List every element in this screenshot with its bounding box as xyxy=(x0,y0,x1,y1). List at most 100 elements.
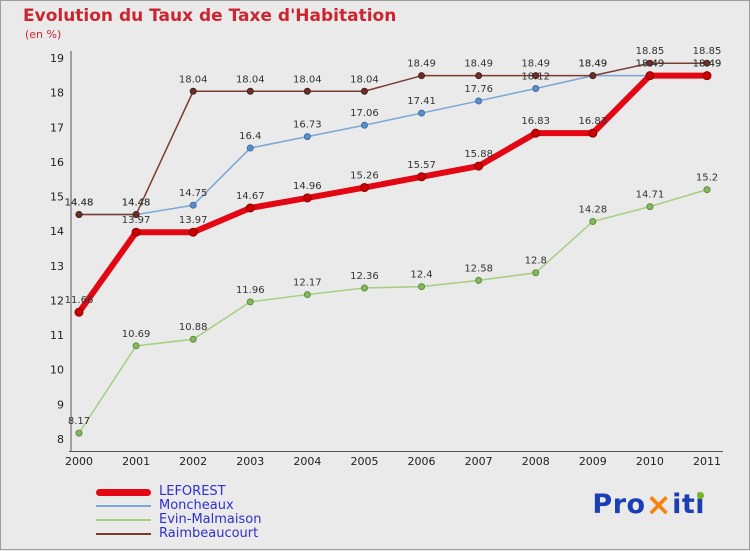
chart-title: Evolution du Taux de Taxe d'Habitation xyxy=(23,6,397,26)
data-point xyxy=(75,429,83,437)
data-point xyxy=(303,87,311,95)
data-point xyxy=(474,161,484,171)
legend-item-leforest: LEFOREST xyxy=(96,485,261,499)
data-label: 10.88 xyxy=(179,322,208,333)
data-label: 12.58 xyxy=(464,263,493,274)
data-label: 18.49 xyxy=(578,59,607,70)
x-tick-label: 2003 xyxy=(236,455,264,468)
x-tick-label: 2000 xyxy=(65,455,93,468)
data-point xyxy=(418,109,426,117)
series-line-raimbeaucourt xyxy=(78,62,708,216)
data-label: 18.49 xyxy=(636,59,665,70)
data-label: 14.67 xyxy=(236,191,265,202)
x-tick-label: 2001 xyxy=(122,455,150,468)
data-point xyxy=(189,335,197,343)
data-point xyxy=(588,128,598,138)
data-label: 12.36 xyxy=(350,271,379,282)
data-point xyxy=(703,59,711,67)
legend-label: Evin-Malmaison xyxy=(159,512,262,527)
x-tick-label: 2010 xyxy=(636,455,664,468)
data-point xyxy=(475,72,483,80)
data-label: 18.49 xyxy=(693,59,722,70)
logo-text-i: i xyxy=(695,489,705,520)
x-tick-label: 2005 xyxy=(350,455,378,468)
x-tick-label: 2007 xyxy=(465,455,493,468)
data-label: 14.75 xyxy=(179,188,208,199)
data-point xyxy=(531,128,541,138)
data-label: 18.85 xyxy=(636,46,665,57)
data-label: 12.17 xyxy=(293,278,322,289)
data-point xyxy=(646,59,654,67)
data-point xyxy=(74,307,84,317)
data-point xyxy=(246,144,254,152)
data-label: 18.49 xyxy=(693,59,722,70)
data-label: 15.2 xyxy=(696,173,718,184)
data-label: 14.28 xyxy=(578,204,607,215)
y-tick-label: 18 xyxy=(50,87,64,100)
data-label: 18.49 xyxy=(464,59,493,70)
data-point xyxy=(475,97,483,105)
data-point xyxy=(418,72,426,80)
data-point xyxy=(360,87,368,95)
data-point xyxy=(303,291,311,299)
data-label: 17.06 xyxy=(350,108,379,119)
y-tick-label: 8 xyxy=(57,433,64,446)
data-point xyxy=(532,72,540,80)
legend-swatch-moncheaux xyxy=(96,505,151,507)
data-point xyxy=(246,87,254,95)
data-label: 16.83 xyxy=(578,116,607,127)
data-label: 15.26 xyxy=(350,171,379,182)
series-line-leforest xyxy=(76,72,710,316)
data-label: 14.48 xyxy=(65,198,94,209)
data-point xyxy=(359,183,369,193)
data-point xyxy=(417,172,427,182)
data-point xyxy=(589,72,597,80)
data-point xyxy=(702,71,712,81)
data-point xyxy=(75,211,83,219)
x-tick-label: 2002 xyxy=(179,455,207,468)
y-tick-label: 14 xyxy=(50,225,64,238)
y-tick-label: 12 xyxy=(50,294,64,307)
data-point xyxy=(132,342,140,350)
x-tick-label: 2004 xyxy=(293,455,321,468)
data-point xyxy=(132,211,140,219)
data-label: 17.76 xyxy=(464,84,493,95)
y-tick-label: 13 xyxy=(50,260,64,273)
x-tick-label: 2006 xyxy=(408,455,436,468)
data-label: 13.97 xyxy=(122,215,151,226)
data-label: 15.57 xyxy=(407,160,436,171)
data-point xyxy=(532,84,540,92)
data-label: 11.96 xyxy=(236,285,265,296)
series-line-evin-malmaison xyxy=(78,188,708,434)
data-label: 18.04 xyxy=(179,74,208,85)
data-label: 18.49 xyxy=(636,59,665,70)
data-point xyxy=(475,276,483,284)
data-label: 16.4 xyxy=(239,131,261,142)
data-point xyxy=(302,193,312,203)
legend-item-moncheaux: Moncheaux xyxy=(96,499,261,513)
legend-label: Moncheaux xyxy=(159,498,234,513)
x-tick-label: 2008 xyxy=(522,455,550,468)
logo-text-pro: Pro xyxy=(592,489,646,520)
legend-item-raimbeaucourt: Raimbeaucourt xyxy=(96,527,261,541)
data-point xyxy=(418,283,426,291)
data-point xyxy=(532,269,540,277)
data-point xyxy=(245,203,255,213)
y-tick-label: 15 xyxy=(50,191,64,204)
data-point xyxy=(589,217,597,225)
data-label: 12.4 xyxy=(410,270,432,281)
data-label: 18.12 xyxy=(521,71,550,82)
legend-label: LEFOREST xyxy=(159,484,226,499)
data-label: 16.73 xyxy=(293,120,322,131)
logo-green-dot-icon xyxy=(696,492,704,499)
data-label: 14.48 xyxy=(65,198,94,209)
data-label: 14.48 xyxy=(122,198,151,209)
data-label: 18.49 xyxy=(407,59,436,70)
chart-subtitle: (en %) xyxy=(25,28,62,41)
legend-item-evin-malmaison: Evin-Malmaison xyxy=(96,513,261,527)
logo-x-icon: × xyxy=(645,487,673,523)
y-tick-label: 9 xyxy=(57,398,64,411)
legend-swatch-evin-malmaison xyxy=(96,519,151,521)
x-tick-label: 2009 xyxy=(579,455,607,468)
data-point xyxy=(303,133,311,141)
